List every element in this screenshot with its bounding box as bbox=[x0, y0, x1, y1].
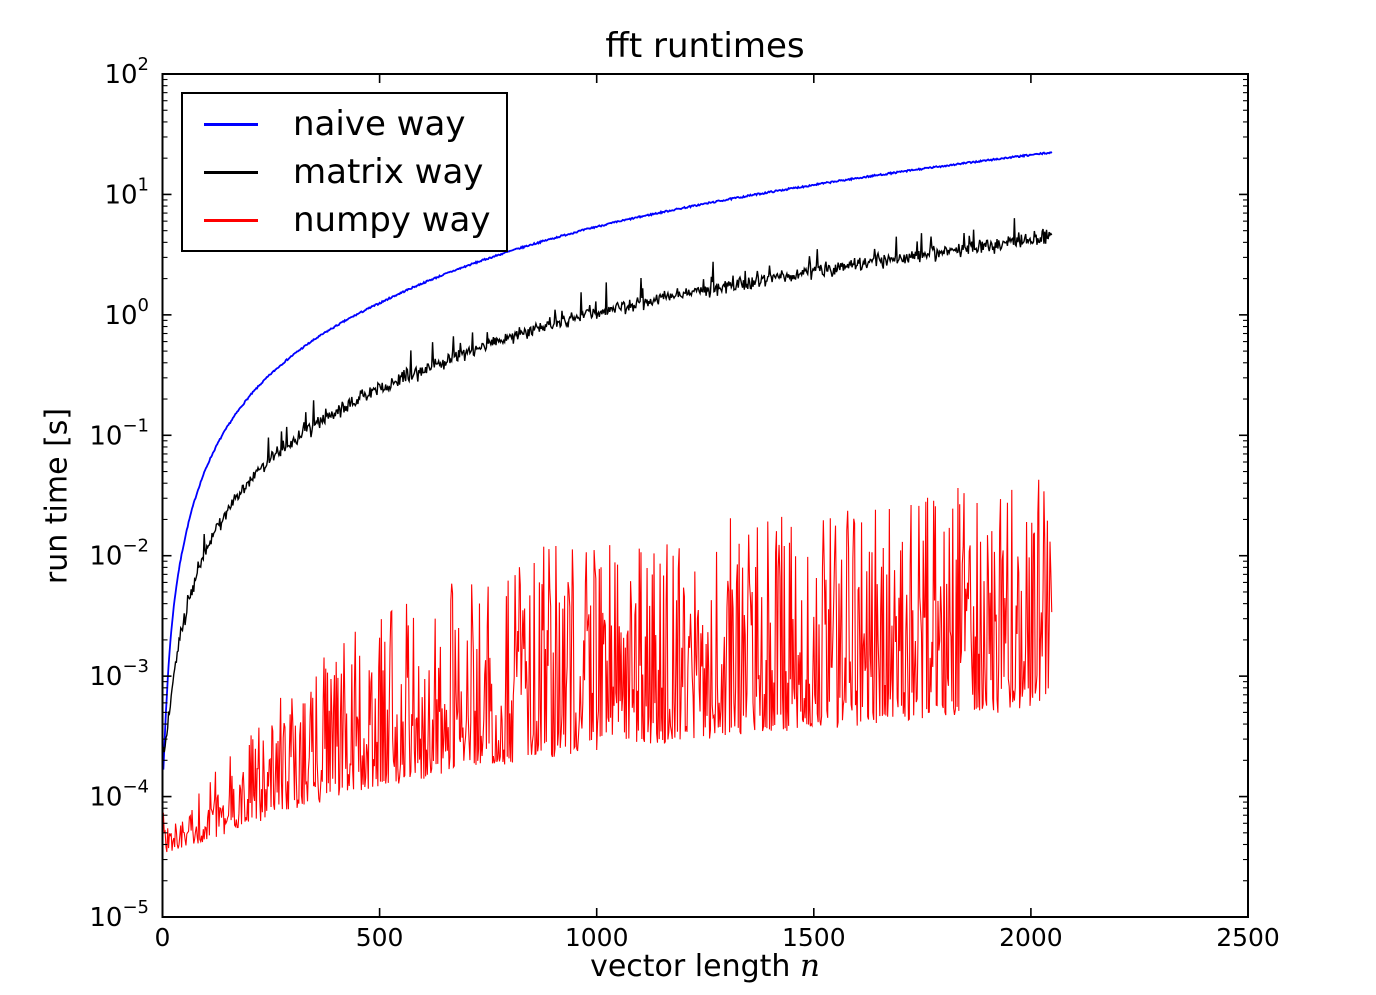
legend-line-sample-numpy bbox=[204, 218, 258, 222]
y-tick-label: 10−5 bbox=[89, 897, 149, 933]
x-tick-label: 1500 bbox=[782, 923, 846, 952]
x-tick-label: 2000 bbox=[999, 923, 1063, 952]
legend-label-numpy: numpy way bbox=[293, 200, 491, 240]
y-tick-label: 10−1 bbox=[89, 415, 149, 451]
legend-line-sample-matrix bbox=[204, 170, 258, 174]
plot-frame bbox=[161, 73, 1249, 918]
legend-item-matrix-way: matrix way bbox=[183, 149, 506, 195]
y-tick-label: 101 bbox=[104, 174, 149, 210]
y-tick-label: 100 bbox=[104, 295, 149, 331]
y-axis-label: run time [s] bbox=[39, 407, 75, 585]
x-tick-label: 2500 bbox=[1216, 923, 1280, 952]
y-tick-label: 10−3 bbox=[89, 656, 149, 692]
legend-label-naive: naive way bbox=[293, 104, 466, 144]
series-numpy-way-line bbox=[162, 479, 1053, 853]
x-axis-label: vector length n bbox=[162, 948, 1248, 984]
legend: naive way matrix way numpy way bbox=[181, 92, 508, 252]
x-axis-label-variable: n bbox=[799, 948, 820, 984]
x-tick-label: 500 bbox=[356, 923, 404, 952]
chart-title: fft runtimes bbox=[605, 26, 805, 66]
legend-label-matrix: matrix way bbox=[293, 152, 484, 192]
series-matrix-way-line bbox=[162, 218, 1053, 753]
legend-item-numpy-way: numpy way bbox=[183, 197, 506, 243]
x-tick-label: 0 bbox=[155, 923, 171, 952]
legend-line-sample-naive bbox=[204, 122, 258, 126]
x-tick-label: 1000 bbox=[565, 923, 629, 952]
series-naive-way-line bbox=[162, 151, 1053, 770]
legend-item-naive-way: naive way bbox=[183, 101, 506, 147]
y-tick-label: 102 bbox=[104, 54, 149, 90]
y-tick-label: 10−4 bbox=[89, 777, 149, 813]
y-tick-label: 10−2 bbox=[89, 536, 149, 572]
x-axis-label-text: vector length bbox=[590, 949, 791, 984]
